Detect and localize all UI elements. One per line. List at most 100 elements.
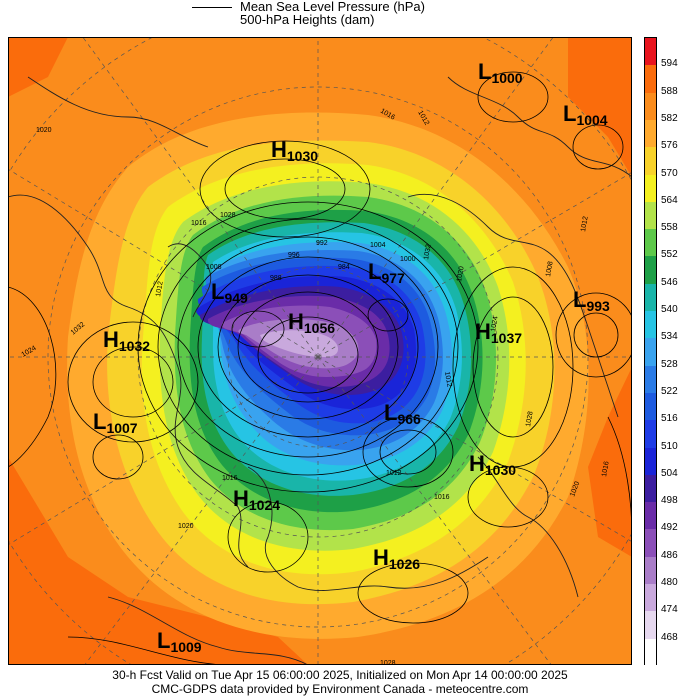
low-center: L993: [573, 287, 610, 314]
colorbar-cell: [645, 420, 656, 449]
colorbar-tick-label: 474: [661, 604, 678, 616]
colorbar-cell: [645, 201, 656, 230]
isobar-label: 1020: [178, 523, 194, 530]
low-center: L977: [368, 259, 405, 286]
isobar-labels: 1012 1016 1020 1024 1032 1028 992 996 10…: [21, 108, 611, 665]
isobar-label: 1028: [525, 411, 535, 428]
colorbar-tick-label: 492: [661, 522, 678, 534]
isobar-label: 1028: [380, 660, 396, 665]
isobar-label: 1000: [400, 256, 416, 263]
mslp-legend-label: Mean Sea Level Pressure (hPa): [240, 0, 425, 14]
graticule: [8, 37, 632, 665]
colorbar-tick-label: 588: [661, 85, 678, 97]
pressure-centers: L1000 L1004 H1030 L949 H1056 L977 L993 H…: [93, 59, 610, 655]
colorbar-cell: [645, 256, 656, 285]
isobar-label: 1012: [580, 216, 590, 233]
colorbar-cell: [645, 65, 656, 94]
high-center: H1032: [103, 327, 150, 354]
colorbar-tick-label: 558: [661, 222, 678, 234]
colorbar-cell: [645, 365, 656, 394]
colorbar-tick-label: 576: [661, 140, 678, 152]
isobar-label: 988: [270, 275, 282, 282]
isobar-label: 1004: [370, 242, 386, 249]
isobar-label: 1016: [601, 461, 611, 478]
isobar-label: 1020: [456, 266, 466, 283]
isobar-label: 1016: [191, 220, 207, 227]
colorbar-cell: [645, 584, 656, 612]
high-center: H1026: [373, 545, 420, 572]
isobar-label: 1024: [490, 316, 500, 333]
colorbar-cell: [645, 174, 656, 203]
colorbar-tick-label: 468: [661, 631, 678, 643]
colorbar-cell: [645, 611, 656, 640]
colorbar-tick-label: 504: [661, 467, 678, 479]
high-center: H1024: [233, 486, 280, 513]
isobar-label: 992: [316, 240, 328, 247]
low-center: L1000: [478, 59, 523, 86]
isobar-label: 1032: [423, 244, 433, 261]
colorbar-cell: [645, 502, 656, 530]
isobar-label: 1008: [545, 261, 555, 278]
map-header: Mean Sea Level Pressure (hPa) 500-hPa He…: [0, 0, 680, 36]
colorbar-tick-label: 498: [661, 495, 678, 507]
colorbar-cell: [645, 119, 656, 148]
low-center: L949: [211, 279, 248, 306]
high-center: H1037: [475, 319, 522, 346]
colorbar-tick-label: 594: [661, 58, 678, 70]
colorbar-cell: [645, 147, 656, 175]
isobar-label: 1008: [206, 264, 222, 271]
colorbar-tick-label: 552: [661, 249, 678, 261]
high-center: H1030: [469, 451, 516, 478]
isobar-label: 1016: [222, 475, 238, 482]
colorbar-cell: [645, 392, 656, 421]
colorbar-cell: [645, 283, 656, 312]
colorbar-tick-label: 480: [661, 577, 678, 589]
isobar-label: 1020: [36, 127, 52, 134]
colorbar-cell: [645, 38, 656, 66]
colorbar-tick-label: 528: [661, 358, 678, 370]
isobar-label: 1012: [443, 371, 453, 388]
low-center: L1007: [93, 409, 138, 436]
isobar-label: 1016: [434, 494, 450, 501]
colorbar-tick-label: 582: [661, 112, 678, 124]
colorbar-cell: [645, 447, 656, 476]
isobar-label: 1012: [155, 281, 165, 298]
data-credit-text: CMC-GDPS data provided by Environment Ca…: [151, 682, 529, 696]
colorbar-cell: [645, 92, 656, 121]
low-center: L1009: [157, 628, 202, 655]
forecast-map: 1012 1016 1020 1024 1032 1028 992 996 10…: [8, 37, 632, 665]
map-frame: [8, 37, 632, 665]
colorbar-tick-label: 564: [661, 194, 678, 206]
isobar-label: 996: [288, 252, 300, 259]
low-center: L1004: [563, 101, 608, 128]
colorbar-tick-label: 486: [661, 549, 678, 561]
map-footer: 30-h Fcst Valid on Tue Apr 15 06:00:00 2…: [0, 668, 680, 696]
isobar-label: 1012: [386, 470, 402, 477]
colorbar-cell: [645, 556, 656, 585]
height-fill-588: [8, 37, 632, 665]
heights-legend-label: 500-hPa Heights (dam): [240, 12, 375, 27]
colorbar-tick-label: 510: [661, 440, 678, 452]
isobar-label: 984: [338, 264, 350, 271]
low-center: L966: [384, 400, 421, 427]
colorbar-cell: [645, 229, 656, 257]
colorbar-tick-label: 522: [661, 385, 678, 397]
colorbar-cell: [645, 474, 656, 503]
high-center: H1030: [271, 137, 318, 164]
isobar-legend-line: [192, 7, 232, 8]
colorbar-cell: [645, 638, 656, 667]
height-fill-474: [260, 330, 338, 357]
colorbar-cell: [645, 311, 656, 339]
colorbar-tick-label: 540: [661, 304, 678, 316]
colorbar-tick-label: 570: [661, 167, 678, 179]
coastlines: [8, 76, 632, 665]
high-center: H1056: [288, 309, 335, 336]
colorbar-cell: [645, 338, 656, 367]
colorbar-tick-label: 516: [661, 413, 678, 425]
forecast-valid-text: 30-h Fcst Valid on Tue Apr 15 06:00:00 2…: [112, 668, 568, 682]
colorbar-tick-label: 546: [661, 276, 678, 288]
isobar-label: 1028: [220, 212, 236, 219]
isobar-label: 1020: [569, 481, 581, 498]
colorbar-cell: [645, 529, 656, 558]
colorbar: [644, 37, 657, 667]
